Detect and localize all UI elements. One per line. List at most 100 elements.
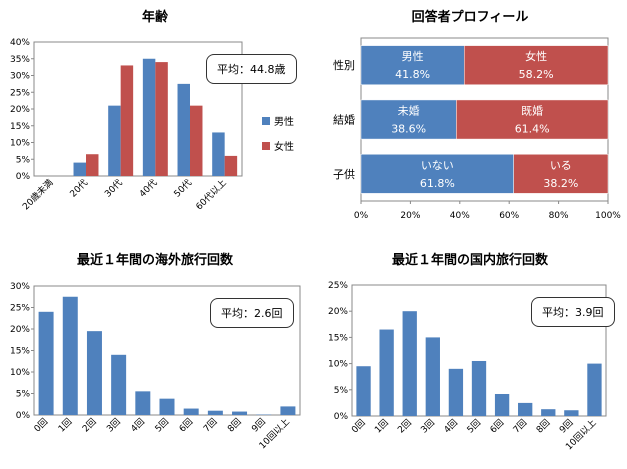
age-bar — [73, 162, 86, 176]
overseas-xtick-label: 6回 — [177, 416, 195, 434]
profile-chart: 回答者プロフィール 0% 20% 40% 60% 80% 100% 性別 男性 41.8% 女性 5… — [313, 0, 627, 235]
overseas-xtick-label: 4回 — [129, 416, 147, 434]
overseas-xtick-label: 2回 — [80, 416, 98, 434]
overseas-ytick-label: 15% — [10, 347, 30, 357]
domestic-bar — [541, 409, 556, 416]
overseas-xtick-label: 9回 — [250, 416, 268, 434]
profile-segment-name: 既婚 — [521, 104, 543, 118]
overseas-bar — [280, 406, 296, 415]
age-bar — [190, 105, 203, 176]
profile-row-label: 結婚 — [333, 113, 355, 127]
profile-xtick-label: 20% — [400, 211, 420, 221]
profile-segment-value: 61.4% — [515, 123, 550, 136]
profile-segment-name: いる — [550, 159, 572, 172]
domestic-xtick-label: 5回 — [465, 417, 483, 435]
legend-label-male: 男性 — [274, 117, 294, 128]
legend-item-male: 男性 — [262, 113, 294, 128]
overseas-ytick-label: 25% — [10, 304, 30, 314]
overseas-ytick-label: 10% — [10, 368, 30, 378]
domestic-xtick-label: 6回 — [488, 417, 506, 435]
profile-segment — [456, 99, 609, 140]
overseas-chart-title: 最近１年間の海外旅行回数 — [76, 253, 233, 268]
age-bar — [120, 65, 134, 176]
domestic-bar — [356, 366, 371, 416]
legend-item-female: 女性 — [262, 138, 294, 153]
profile-segment — [463, 45, 609, 85]
profile-segment-name: 男性 — [402, 49, 424, 63]
age-ytick-label: 40% — [10, 38, 30, 48]
domestic-ytick-label: 0% — [334, 412, 349, 422]
legend-swatch-female — [262, 141, 270, 150]
overseas-chart: 最近１年間の海外旅行回数 0% 5% 10% 15% 20% 25% 30% 0回 1回 2回 3回… — [0, 238, 310, 469]
domestic-xtick-label: 7回 — [511, 417, 529, 435]
domestic-chart: 最近１年間の国内旅行回数 0% 5% 10% 15% 20% 25% 0回 1回 2回 3回 4回 5… — [313, 238, 627, 469]
overseas-bar — [183, 408, 199, 415]
legend-swatch-male — [262, 116, 270, 125]
age-xtick-label: 40代 — [137, 177, 159, 199]
domestic-bar — [425, 337, 440, 416]
domestic-bar — [448, 368, 464, 416]
domestic-bar — [587, 363, 602, 416]
age-bar — [86, 154, 99, 176]
profile-segment — [360, 99, 457, 140]
age-ytick-label: 15% — [10, 122, 30, 132]
profile-xtick-label: 100% — [595, 211, 621, 221]
age-bar — [142, 58, 156, 176]
overseas-ytick-label: 5% — [16, 390, 31, 400]
overseas-bar — [111, 354, 127, 415]
age-chart-title: 年齢 — [141, 10, 168, 25]
profile-segment-value: 61.8% — [420, 177, 455, 190]
overseas-xtick-label: 0回 — [32, 416, 50, 434]
profile-segment-value: 41.8% — [395, 68, 430, 81]
profile-segment-name: 女性 — [525, 49, 547, 63]
age-bar — [224, 155, 238, 176]
overseas-ytick-label: 0% — [16, 411, 31, 421]
domestic-bar — [564, 410, 579, 416]
domestic-xtick-label: 9回 — [557, 417, 575, 435]
profile-chart-title: 回答者プロフィール — [411, 10, 529, 25]
overseas-average-annotation: 平均：2.6回 — [210, 298, 294, 328]
domestic-ytick-label: 10% — [328, 360, 348, 370]
age-xtick-label: 50代 — [172, 177, 194, 199]
overseas-bar — [62, 296, 78, 415]
domestic-xtick-label: 8回 — [534, 417, 552, 435]
domestic-bar — [402, 311, 417, 416]
legend-label-female: 女性 — [274, 142, 294, 153]
domestic-xtick-label: 2回 — [396, 417, 414, 435]
domestic-ytick-label: 20% — [328, 307, 348, 317]
profile-xtick-label: 0% — [354, 211, 369, 221]
age-bar — [177, 83, 190, 176]
age-ytick-label: 25% — [10, 88, 30, 98]
domestic-ytick-label: 5% — [334, 386, 349, 396]
profile-row-label: 子供 — [333, 167, 355, 181]
domestic-ytick-label: 15% — [328, 333, 348, 343]
profile-segment-name: いない — [421, 159, 454, 172]
age-ytick-label: 5% — [16, 155, 31, 165]
domestic-bar — [518, 402, 533, 416]
age-ytick-label: 10% — [10, 139, 30, 149]
profile-chart-plot: 0% 20% 40% 60% 80% 100% 性別 男性 41.8% 女性 58.2% 結婚 未婚 38… — [333, 37, 621, 221]
domestic-bar — [379, 329, 394, 416]
overseas-xtick-label: 5回 — [153, 416, 171, 434]
age-xtick-label: 60代以上 — [194, 177, 229, 212]
overseas-bar — [135, 391, 151, 415]
domestic-bar — [471, 360, 487, 416]
domestic-bar — [494, 393, 510, 416]
profile-segment-value: 38.2% — [543, 177, 578, 190]
domestic-chart-plot: 0%5%10%15%20%25%0回 1回 2回 3回 4回 5回 6回 7回 8回 9回10回以… — [328, 281, 607, 452]
domestic-chart-title: 最近１年間の国内旅行回数 — [391, 253, 548, 268]
profile-xtick-label: 60% — [499, 211, 519, 221]
overseas-xtick-label: 1回 — [56, 416, 74, 434]
overseas-bar — [86, 331, 102, 415]
domestic-xtick-label: 3回 — [419, 417, 437, 435]
overseas-ytick-label: 20% — [10, 325, 30, 335]
overseas-xtick-label: 8回 — [225, 416, 243, 434]
age-average-annotation: 平均：44.8歳 — [206, 54, 297, 84]
overseas-xtick-label: 7回 — [201, 416, 219, 434]
overseas-ytick-label: 30% — [10, 282, 30, 292]
overseas-bar — [159, 398, 175, 415]
age-xtick-label: 20代 — [68, 177, 90, 199]
profile-row-label: 性別 — [333, 58, 355, 72]
age-xtick-label: 30代 — [103, 177, 125, 199]
age-chart-plot: 0%5%10%15%20%25%30%35%40%20歳未満 20代 30代 40代 5… — [10, 38, 243, 212]
